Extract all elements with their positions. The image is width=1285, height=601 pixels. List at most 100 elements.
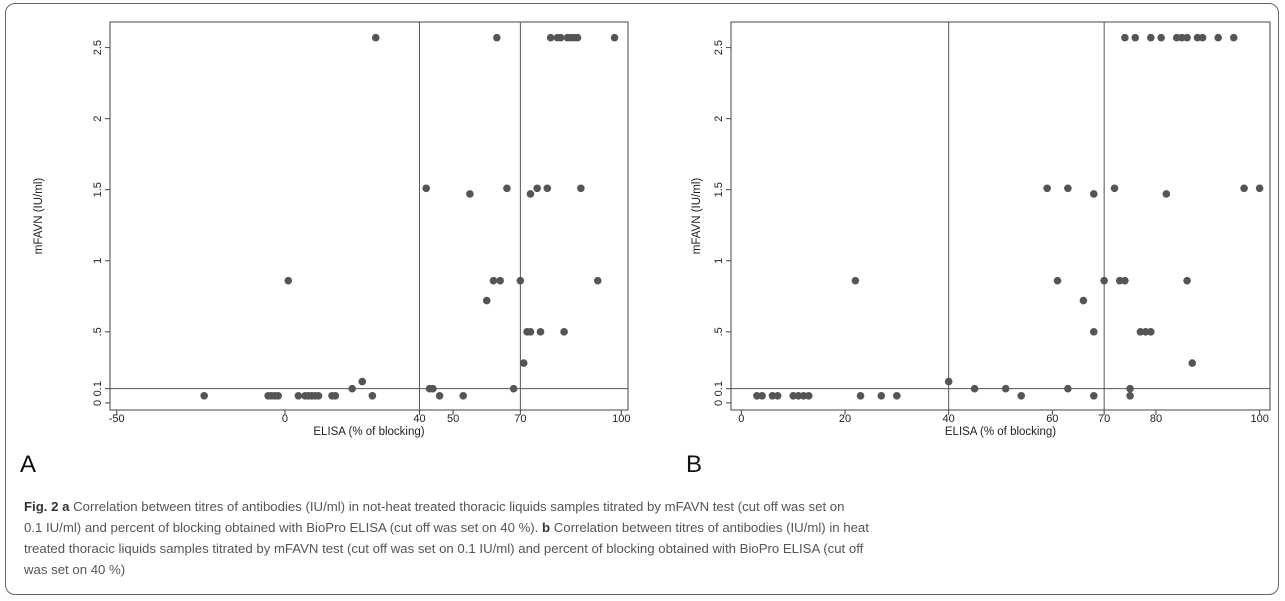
data-point-b [1157, 33, 1165, 42]
data-point-a [546, 33, 555, 42]
data-point-a [509, 384, 518, 393]
x-tick-label-b: 20 [839, 413, 851, 425]
y-axis-title-b: mFAVN (IU/ml) [691, 178, 703, 255]
data-point-a [560, 328, 568, 336]
data-point-b [1255, 184, 1264, 193]
y-tick-label-b: 0 [713, 400, 725, 406]
plot-area-a [109, 21, 629, 411]
data-point-a [459, 391, 467, 400]
data-point-b [773, 391, 782, 400]
x-axis-title-a: ELISA (% of blocking) [313, 426, 424, 438]
data-point-b [1162, 190, 1171, 198]
data-point-b [1198, 33, 1207, 42]
data-point-b [1089, 190, 1098, 198]
data-point-a [368, 391, 377, 400]
data-point-b [970, 384, 979, 393]
data-point-a [466, 190, 474, 198]
y-axis-title-a: mFAVN (IU/ml) [33, 178, 45, 255]
data-point-b [944, 377, 953, 386]
data-point-a [610, 33, 619, 42]
data-point-b [851, 276, 860, 285]
data-point-b [1188, 359, 1197, 367]
y-tick-label-b: .5 [713, 327, 725, 336]
data-point-a [533, 184, 541, 193]
data-point-b [1146, 33, 1155, 42]
data-point-a [543, 184, 552, 193]
data-point-b [1053, 276, 1062, 285]
data-point-b [1064, 384, 1072, 393]
data-point-a [371, 33, 380, 42]
x-tick-label-a: 0 [282, 413, 288, 425]
panel-letter-b: B [686, 451, 702, 478]
y-tick-label-b: 0.1 [713, 381, 725, 396]
data-point-b [1001, 384, 1010, 393]
data-point-b [893, 391, 901, 400]
x-tick-label-a: 100 [612, 413, 630, 425]
data-point-b [1043, 184, 1051, 193]
data-point-b [1121, 33, 1129, 42]
data-point-a [435, 391, 444, 400]
x-tick-label-a: 50 [447, 413, 459, 425]
x-tick-label-b: 40 [943, 413, 955, 425]
data-point-a [577, 184, 585, 193]
x-tick-label-a: 40 [413, 413, 425, 425]
data-point-b [1079, 296, 1088, 305]
data-point-a [489, 276, 498, 285]
data-point-b [856, 391, 865, 400]
y-tick-label-a: 1 [92, 258, 104, 264]
data-point-b [1064, 184, 1072, 193]
data-point-a [422, 184, 430, 193]
x-tick-label-b: 0 [738, 413, 744, 425]
data-point-b [1240, 184, 1248, 193]
data-point-b [1121, 276, 1129, 285]
data-point-a [556, 33, 565, 42]
data-point-a [593, 276, 602, 285]
data-point-b [804, 391, 813, 400]
data-point-a [284, 276, 293, 285]
data-point-a [526, 190, 535, 198]
data-point-a [526, 328, 535, 336]
data-point-b [1126, 391, 1134, 400]
panel-letter-a: A [20, 451, 36, 478]
panel-b: 0 20 40 60 70 80 100 0 0.1 .5 1 1.5 2 2.5 ELISA (% of … [686, 21, 1271, 478]
data-point-b [1110, 184, 1119, 193]
data-point-a [331, 391, 340, 400]
y-tick-label-a: 2 [92, 116, 104, 122]
data-point-b [1183, 276, 1191, 285]
data-point-a [519, 359, 528, 367]
y-tick-label-b: 1.5 [713, 182, 725, 197]
figure-frame [5, 3, 1279, 595]
data-point-a [482, 296, 491, 305]
x-axis-title-b: ELISA (% of blocking) [945, 426, 1056, 438]
data-point-b [1214, 33, 1222, 42]
data-point-a [516, 276, 525, 285]
y-tick-label-a: .5 [92, 327, 104, 336]
data-point-b [1229, 33, 1238, 42]
y-tick-label-a: 0 [92, 400, 104, 406]
x-tick-label-b: 60 [1046, 413, 1058, 425]
data-point-a [200, 391, 208, 400]
y-tick-label-b: 2 [713, 116, 725, 122]
data-point-a [348, 384, 356, 393]
data-point-a [573, 33, 582, 42]
data-point-b [1017, 391, 1026, 400]
y-tick-label-a: 2.5 [92, 40, 104, 55]
x-tick-label-b: 70 [1098, 413, 1110, 425]
plot-area-b [730, 21, 1271, 411]
data-point-b [1089, 391, 1098, 400]
data-point-b [1131, 33, 1140, 42]
y-tick-label-a: 1.5 [92, 182, 104, 197]
data-point-b [1100, 276, 1108, 285]
data-point-b [1146, 328, 1155, 336]
data-point-a [536, 328, 545, 336]
data-point-b [1126, 384, 1134, 393]
data-point-a [314, 391, 323, 400]
x-tick-label-b: 100 [1250, 413, 1268, 425]
data-point-b [1183, 33, 1191, 42]
panel-a: -50 0 40 50 70 100 0 0.1 .5 1 1.5 2 2.5 ELISA (% of b… [20, 21, 630, 478]
data-point-a [274, 391, 282, 400]
data-point-b [877, 391, 886, 400]
data-point-b [1089, 328, 1098, 336]
x-tick-label-a: 70 [514, 413, 526, 425]
